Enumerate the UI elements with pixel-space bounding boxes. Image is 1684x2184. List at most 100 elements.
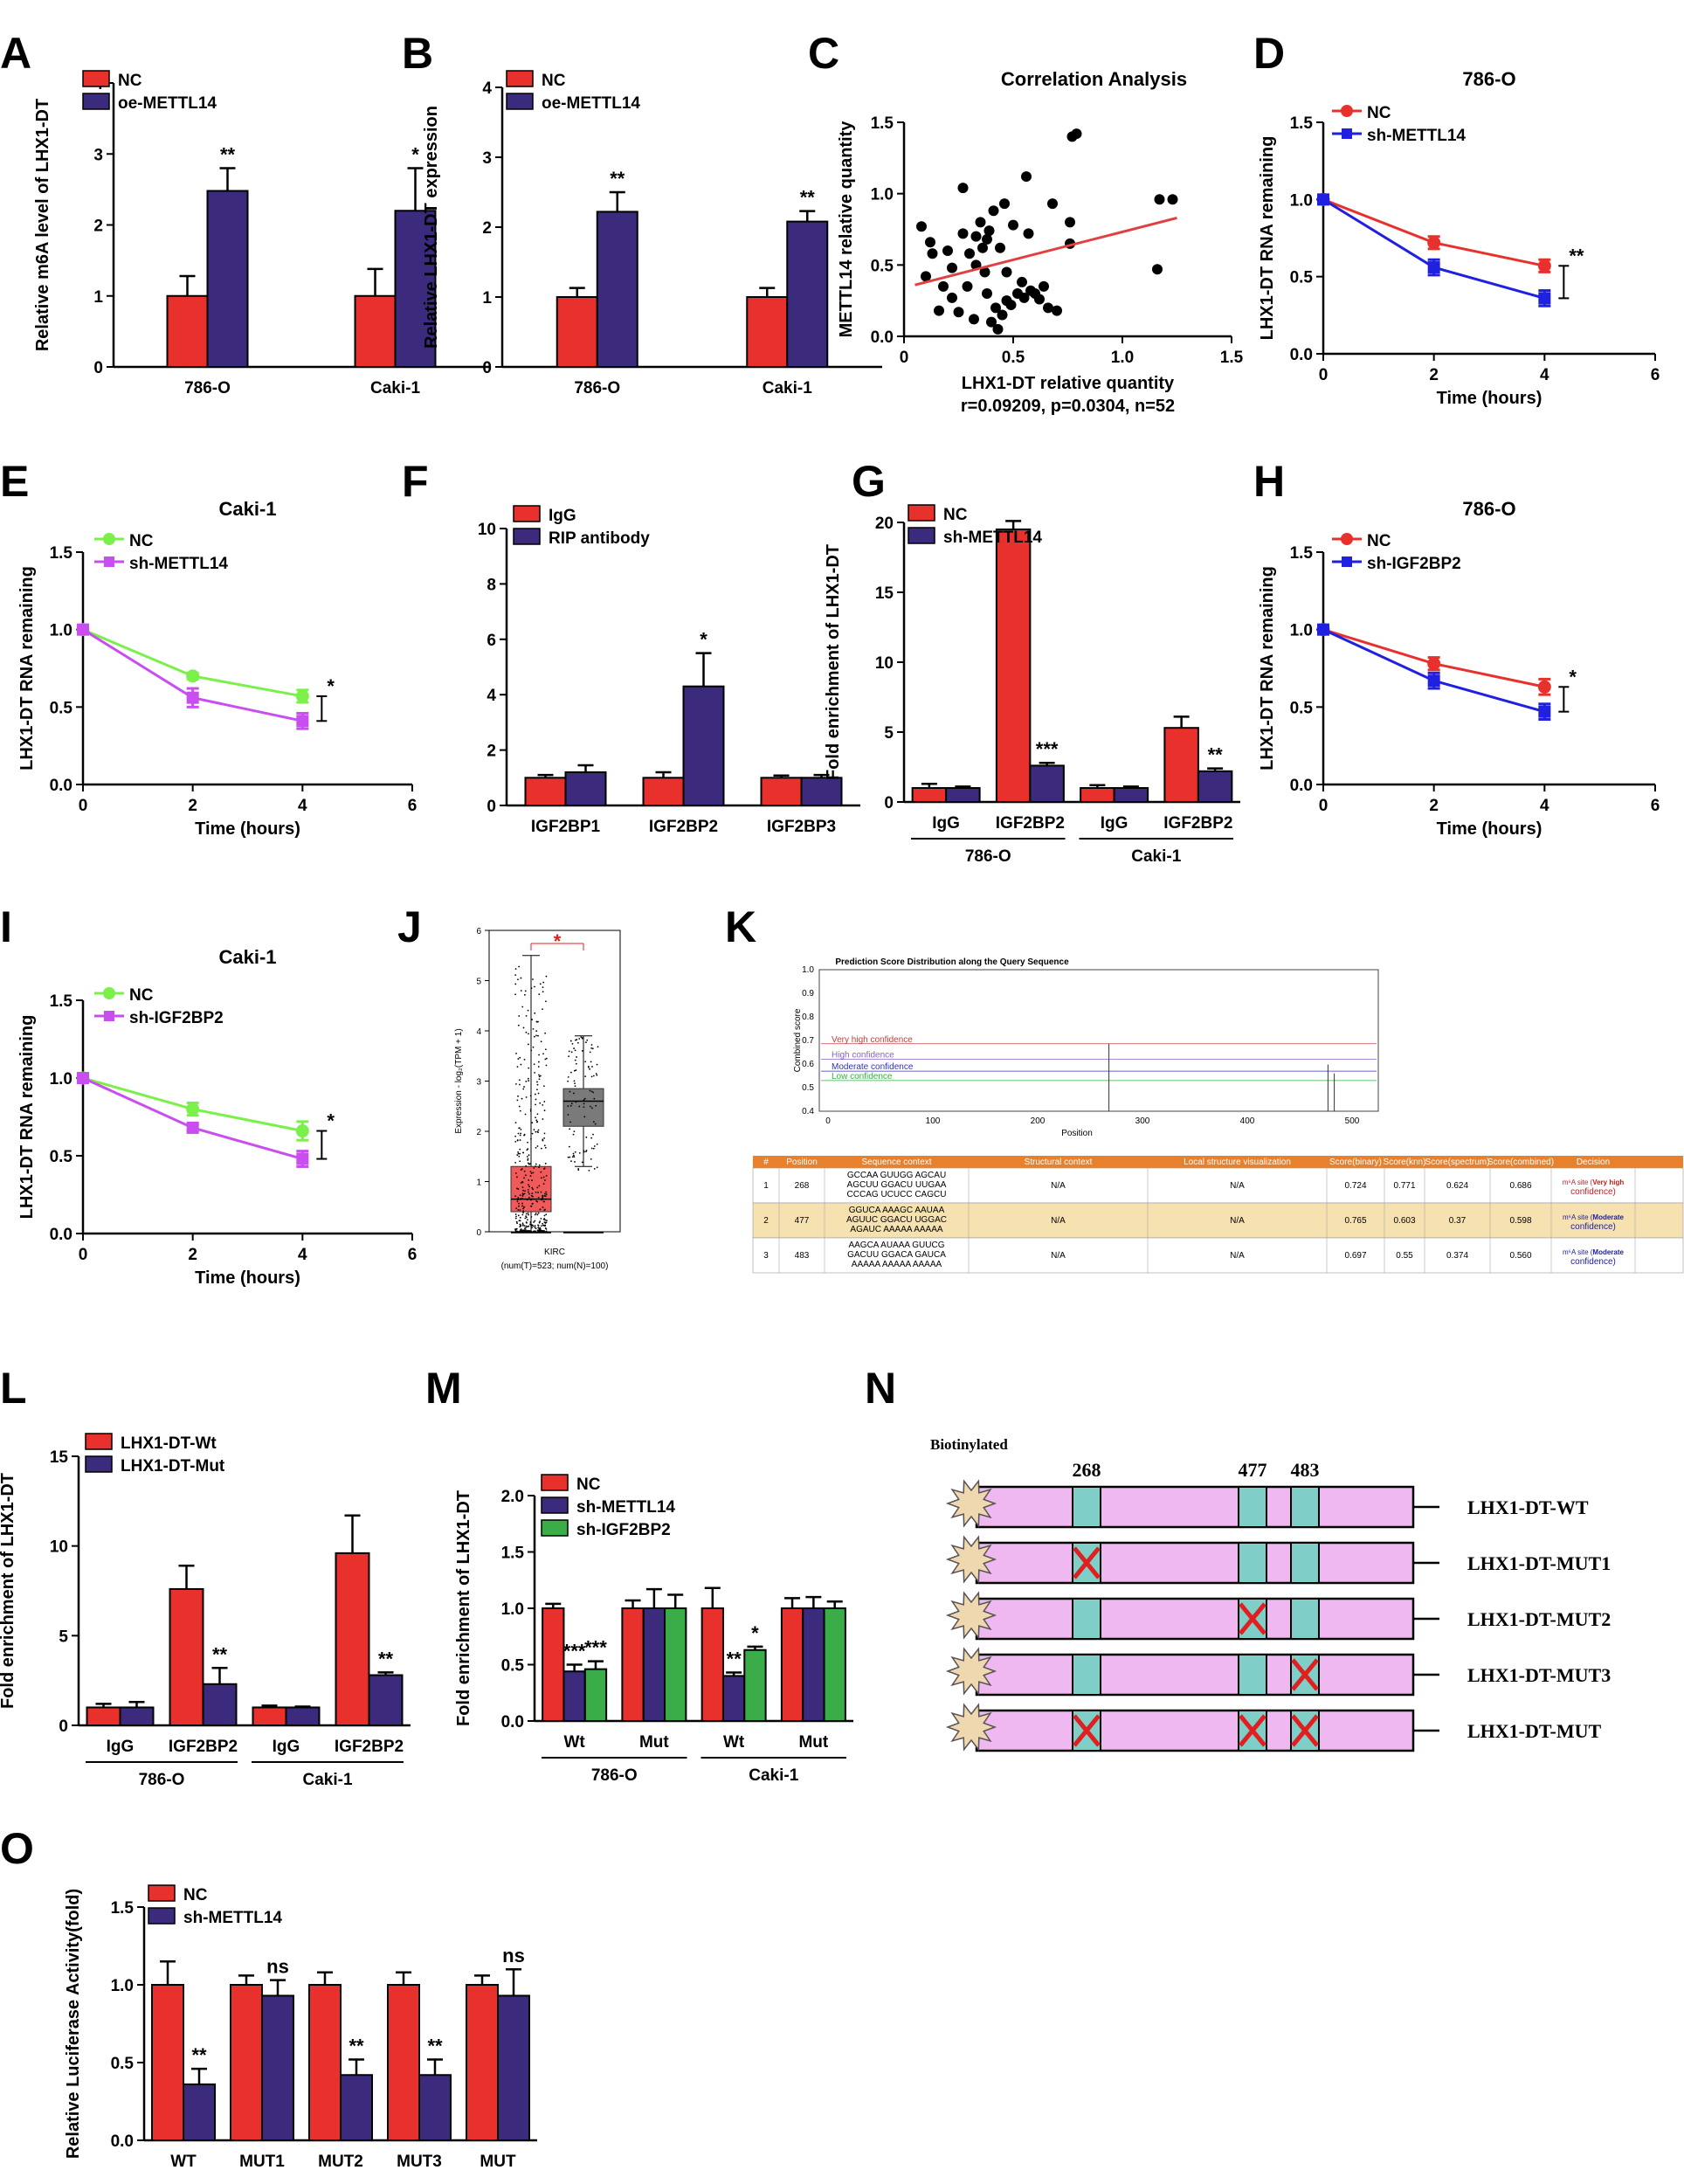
construct-name: LHX1-DT-WT — [1467, 1496, 1589, 1518]
jitter-point — [537, 1212, 540, 1214]
jitter-point — [543, 1109, 546, 1112]
jitter-point — [517, 978, 519, 981]
k-threshold-label: High confidence — [832, 1051, 894, 1061]
jitter-point — [535, 1119, 538, 1122]
jitter-point — [538, 1227, 541, 1230]
jitter-point — [536, 1186, 539, 1189]
jitter-point — [585, 1151, 587, 1153]
chart-d: 0.0 0.5 1.0 1.5 LHX1-DT RNA remaining 0 2 4 6 Tim… — [1258, 68, 1660, 408]
k-seq-line: AGUUC GGACU UGGAC — [846, 1215, 947, 1225]
jitter-point — [527, 1219, 528, 1221]
panel-letter-n: N — [865, 1364, 896, 1413]
jitter-point — [539, 1208, 542, 1211]
k-table-cell: 483 — [795, 1251, 810, 1261]
jitter-point — [540, 1229, 542, 1232]
legend-label: sh-METTL14 — [943, 529, 1042, 547]
legend-marker — [1341, 105, 1353, 117]
bar — [166, 294, 209, 368]
jitter-point — [590, 1044, 593, 1046]
m6a-site-box — [1238, 1654, 1267, 1696]
jitter-point — [525, 1213, 528, 1215]
jitter-point — [544, 1162, 547, 1165]
panel-letter-k: K — [725, 902, 756, 951]
jitter-point — [536, 1213, 539, 1216]
legend-label: oe-METTL14 — [542, 94, 640, 113]
k-x-tick: 100 — [926, 1116, 941, 1126]
jitter-point — [521, 1186, 524, 1189]
bar — [556, 296, 598, 368]
chart-title: Caki-1 — [218, 946, 276, 968]
x-tick-label: 0 — [1319, 797, 1329, 815]
significance-mark: ** — [220, 144, 236, 166]
bar — [562, 1670, 586, 1722]
k-seq-line: CCCAG UCUCC CAGCU — [847, 1190, 947, 1199]
x-tick-label: 6 — [1651, 797, 1660, 815]
jitter-point — [527, 1009, 529, 1012]
jitter-point — [535, 1165, 537, 1167]
significance-mark: * — [1569, 666, 1577, 688]
bar — [701, 1607, 724, 1722]
jitter-point — [535, 1034, 537, 1037]
jitter-point — [542, 1183, 545, 1185]
x-tick-label: IGF2BP2 — [335, 1738, 404, 1756]
k-decision: m⁶A site (Moderate — [1563, 1213, 1625, 1221]
jitter-point — [586, 1039, 589, 1041]
significance-mark: ** — [191, 2044, 207, 2066]
bar — [206, 190, 249, 368]
jitter-point — [569, 1128, 571, 1130]
jitter-point — [530, 1216, 533, 1218]
x-tick-label: IgG — [107, 1738, 135, 1756]
x-tick-label: 0 — [79, 797, 88, 815]
jitter-point — [542, 1197, 544, 1199]
jitter-point — [538, 1166, 540, 1169]
jitter-point — [538, 1054, 540, 1056]
construct-bar — [975, 1541, 1415, 1585]
scatter-point — [957, 183, 969, 194]
jitter-point — [521, 1205, 523, 1207]
jitter-point — [535, 1030, 538, 1033]
panel-n: Biotinylated 268 477 483 LHX1-DT-WT LHX1-DT-M… — [930, 1436, 1611, 1752]
k-table-cell: 3 — [763, 1251, 769, 1261]
jitter-point — [531, 1198, 534, 1200]
legend-label: NC — [943, 506, 968, 524]
scatter-point — [938, 280, 949, 292]
jitter-point — [544, 1146, 547, 1149]
data-point — [1427, 236, 1441, 250]
scatter-point — [1043, 302, 1053, 314]
jitter-point — [542, 1230, 544, 1233]
y-tick-label: 2 — [487, 743, 496, 761]
y-tick-label: 0.5 — [50, 1148, 73, 1166]
jitter-point — [539, 1102, 542, 1104]
jitter-point — [536, 1081, 538, 1083]
k-table-cell: 0.686 — [1509, 1181, 1531, 1191]
construct-bar — [975, 1597, 1415, 1641]
significance-mark: * — [700, 629, 707, 651]
jitter-point — [545, 1057, 548, 1060]
jitter-point — [516, 1200, 519, 1203]
jitter-point — [522, 1229, 525, 1232]
jitter-point — [519, 1194, 521, 1197]
jitter-point — [537, 1066, 540, 1068]
bar — [285, 1706, 321, 1727]
jitter-point — [538, 1164, 541, 1166]
group-label: Caki-1 — [749, 1766, 798, 1785]
significance-mark: * — [751, 1622, 759, 1644]
jitter-point — [540, 1147, 542, 1150]
jitter-point — [545, 1213, 548, 1216]
bar — [261, 1994, 294, 2141]
jitter-point — [570, 1102, 573, 1105]
k-threshold-label: Low confidence — [832, 1072, 893, 1082]
jitter-point — [542, 1118, 544, 1120]
mutation-cross — [1291, 1714, 1319, 1747]
jitter-point — [527, 1159, 529, 1161]
jitter-point — [567, 1114, 569, 1116]
legend-label: IgG — [549, 507, 576, 525]
k-table-cell: N/A — [1051, 1181, 1066, 1191]
jitter-point — [581, 1049, 583, 1052]
jitter-point — [517, 1024, 520, 1026]
bar — [230, 1984, 263, 2141]
data-point — [77, 1072, 89, 1084]
jitter-point — [583, 1099, 585, 1101]
jitter-point — [530, 1137, 532, 1140]
jitter-point — [543, 1218, 546, 1220]
